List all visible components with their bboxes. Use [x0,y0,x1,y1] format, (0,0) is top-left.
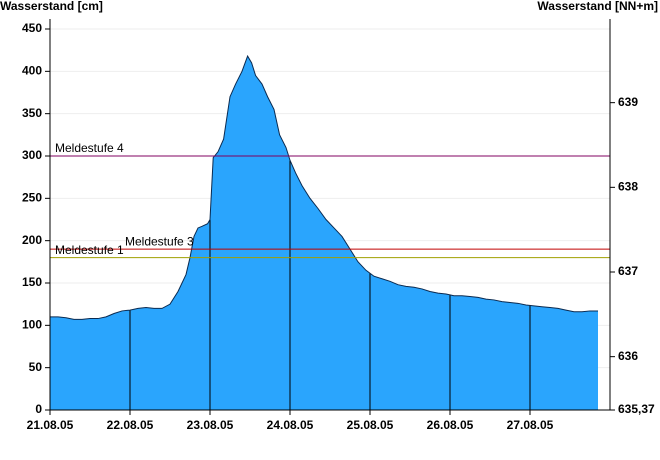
y2-tick-label: 635,37 [618,402,655,416]
y2-tick-label: 636 [618,349,638,363]
right-axis-title: Wasserstand [NN+m] [537,0,658,13]
y-tick-label: 50 [29,360,43,374]
threshold-label: Meldestufe 4 [55,141,124,155]
threshold-label: Meldestufe 3 [125,234,194,248]
y-tick-label: 300 [22,148,42,162]
y2-tick-label: 638 [618,179,638,193]
y-tick-label: 450 [22,21,42,35]
y-tick-label: 400 [22,64,42,78]
x-tick-label: 21.08.05 [27,418,74,432]
y-tick-label: 350 [22,106,42,120]
line [50,54,598,320]
y-tick-label: 200 [22,233,42,247]
x-tick-label: 25.08.05 [347,418,394,432]
x-tick-label: 26.08.05 [427,418,474,432]
x-tick-label: 27.08.05 [507,418,554,432]
x-tick-label: 22.08.05 [107,418,154,432]
left-axis-title: Wasserstand [cm] [0,0,103,13]
threshold-label: Meldestufe 1 [55,243,124,257]
x-tick-label: 24.08.05 [267,418,314,432]
x-tick-label: 23.08.05 [187,418,234,432]
y-tick-label: 150 [22,275,42,289]
y2-tick-label: 639 [618,95,638,109]
y2-tick-label: 637 [618,264,638,278]
y-tick-label: 100 [22,318,42,332]
y-tick-label: 0 [35,402,42,416]
area [50,56,598,411]
y-tick-label: 250 [22,191,42,205]
